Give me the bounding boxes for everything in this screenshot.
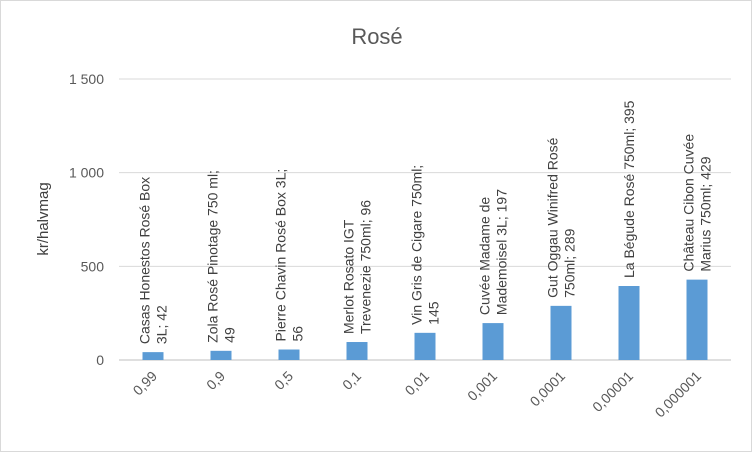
chart-title: Rosé xyxy=(351,24,402,49)
data-label: Cuvée Madame deMademoisel 3L; 197 xyxy=(477,189,510,315)
x-tick-label: 0,000001 xyxy=(652,368,705,421)
data-label-line: Zola Rosé Pinotage 750 ml; xyxy=(205,170,221,343)
data-label-line: Casas Honestos Rosé Box xyxy=(137,177,153,344)
data-label-text: Zola Rosé Pinotage 750 ml;49 xyxy=(205,170,238,343)
data-label-line: Mademoisel 3L; 197 xyxy=(494,189,510,315)
data-label: Gut Oggau Winifred Rosé750ml; 289 xyxy=(545,137,578,298)
data-label-text: Cuvée Madame deMademoisel 3L; 197 xyxy=(477,189,510,315)
data-label: Zola Rosé Pinotage 750 ml;49 xyxy=(205,170,238,343)
x-tick-label: 0,01 xyxy=(402,368,433,399)
data-label-text: La Bégude Rosé 750ml; 395 xyxy=(621,100,637,278)
x-tick-label: 0,00001 xyxy=(589,368,636,415)
data-label: La Bégude Rosé 750ml; 395 xyxy=(621,100,637,278)
data-label-text: Gut Oggau Winifred Rosé750ml; 289 xyxy=(545,137,578,298)
data-label-text: Château Cibon CuvéeMarius 750ml; 429 xyxy=(681,134,714,272)
data-label: Pierre Chavin Rosé Box 3L;56 xyxy=(273,169,306,342)
y-tick-label: 1 500 xyxy=(69,71,104,87)
data-label-line: 145 xyxy=(426,301,442,325)
data-label-line: Vin Gris de Cigare 750ml; xyxy=(409,165,425,325)
data-label-line: 49 xyxy=(222,327,238,343)
bar xyxy=(278,349,300,360)
data-label-line: Gut Oggau Winifred Rosé xyxy=(545,137,561,298)
bar xyxy=(346,342,368,360)
data-label-line: Trevenezie 750ml; 96 xyxy=(358,200,374,334)
data-label-text: Pierre Chavin Rosé Box 3L;56 xyxy=(273,169,306,342)
bar xyxy=(210,350,232,360)
data-label: Château Cibon CuvéeMarius 750ml; 429 xyxy=(681,134,714,272)
data-label-line: Château Cibon Cuvée xyxy=(681,134,697,272)
data-label-text: Merlot Rosato IGTTrevenezie 750ml; 96 xyxy=(341,200,374,334)
bar xyxy=(686,279,708,360)
data-labels: Casas Honestos Rosé Box3L; 42 Zola Rosé P… xyxy=(137,100,714,344)
data-label-line: 750ml; 289 xyxy=(562,228,578,297)
x-tick-label: 0,1 xyxy=(339,368,364,393)
bar xyxy=(142,352,164,360)
y-tick-label: 500 xyxy=(81,258,105,274)
bar xyxy=(618,286,640,360)
x-tick-label: 0,0001 xyxy=(527,368,569,410)
x-tick-label: 0,5 xyxy=(271,368,296,393)
data-label: Merlot Rosato IGTTrevenezie 750ml; 96 xyxy=(341,200,374,334)
data-label-text: Vin Gris de Cigare 750ml;145 xyxy=(409,165,442,325)
y-tick-label: 1 000 xyxy=(69,165,104,181)
data-label-line: Merlot Rosato IGT xyxy=(341,219,357,334)
y-axis-ticks: 0 500 1 000 1 500 xyxy=(69,71,104,368)
data-label-line: La Bégude Rosé 750ml; 395 xyxy=(621,100,637,278)
data-label-line: Pierre Chavin Rosé Box 3L; xyxy=(273,169,289,342)
x-axis-ticks: 0,99 0,9 0,5 0,1 0,01 0,001 0,0001 0,00001 0,000… xyxy=(130,368,705,421)
data-label: Casas Honestos Rosé Box3L; 42 xyxy=(137,177,170,344)
y-tick-label: 0 xyxy=(96,352,104,368)
bar xyxy=(482,323,504,360)
x-tick-label: 0,9 xyxy=(203,368,228,393)
data-label-line: 3L; 42 xyxy=(154,305,170,344)
x-tick-label: 0,99 xyxy=(130,368,161,399)
y-axis-label: kr/halvmag xyxy=(35,182,52,255)
data-label-line: Marius 750ml; 429 xyxy=(698,156,714,271)
x-tick-label: 0,001 xyxy=(464,368,500,404)
bar xyxy=(414,332,436,360)
data-label-line: Cuvée Madame de xyxy=(477,197,493,316)
data-label: Vin Gris de Cigare 750ml;145 xyxy=(409,165,442,325)
bars xyxy=(142,279,708,360)
data-label-text: Casas Honestos Rosé Box3L; 42 xyxy=(137,177,170,344)
bar xyxy=(550,305,572,360)
data-label-line: 56 xyxy=(290,326,306,342)
